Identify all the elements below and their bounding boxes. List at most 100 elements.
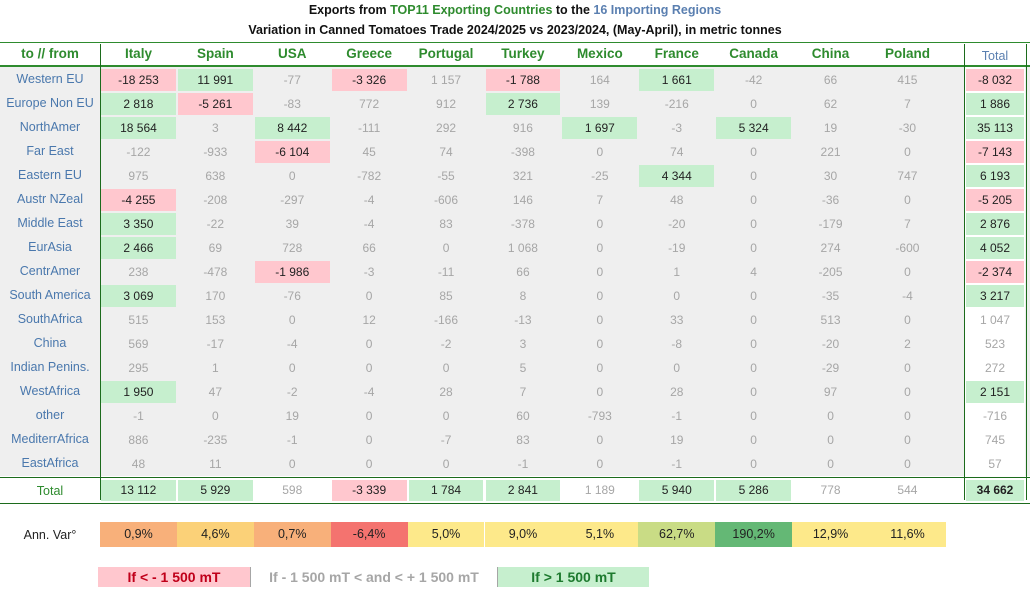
row-label: Far East [26, 144, 74, 158]
row-total: 35 113 [966, 117, 1024, 139]
table-cell: 2 736 [485, 93, 561, 115]
table-cell: 0 [596, 361, 604, 375]
table-cell: 0 [904, 457, 911, 471]
table-cell: 0 [288, 361, 296, 375]
table-cell: 728 [282, 241, 303, 255]
table-cell: 30 [823, 169, 838, 183]
row-total: 272 [984, 361, 1006, 375]
table-cell: 0 [596, 433, 604, 447]
table-cell: -1 [286, 433, 298, 447]
column-total: 1 784 [408, 480, 484, 501]
table-cell: 3 069 [101, 285, 176, 307]
table-cell: 97 [823, 385, 838, 399]
table-cell: -166 [434, 313, 459, 327]
table-cell: 45 [362, 145, 376, 159]
table-cell: -208 [203, 193, 228, 207]
table-cell: 513 [820, 313, 841, 327]
table-cell: 33 [670, 313, 684, 327]
column-total: 778 [820, 483, 841, 497]
annual-variation-cell: 4,6% [176, 522, 254, 547]
table-cell: 74 [439, 145, 453, 159]
table-cell: 83 [439, 217, 453, 231]
table-cell: -2 [440, 337, 452, 351]
table-cell: -7 [440, 433, 452, 447]
row-total: -7 143 [966, 141, 1024, 163]
table-cell: 0 [904, 433, 911, 447]
table-cell: 1 950 [101, 381, 176, 403]
table-cell: 0 [596, 313, 604, 327]
row-label: other [35, 408, 65, 422]
column-header-greece: Greece [346, 46, 393, 61]
column-total: 2 841 [485, 480, 561, 501]
legend-divider [250, 567, 251, 587]
table-cell: 2 466 [101, 237, 176, 259]
separator-right [1026, 44, 1027, 500]
table-cell: 321 [512, 169, 533, 183]
table-cell: 7 [904, 217, 911, 231]
table-cell: 7 [519, 385, 527, 399]
table-cell: 0 [288, 169, 296, 183]
table-cell: 83 [516, 433, 530, 447]
title-exporters: TOP11 Exporting Countries [390, 3, 553, 17]
table-cell: 8 [519, 289, 527, 303]
table-cell: -17 [206, 337, 224, 351]
row-total: 1 886 [966, 93, 1024, 115]
table-cell: -3 326 [331, 69, 407, 91]
table-cell: -4 [902, 289, 913, 303]
table-cell: 0 [904, 145, 911, 159]
separator-total [964, 44, 965, 500]
table-cell: 7 [596, 193, 604, 207]
table-cell: 62 [823, 97, 838, 111]
table-cell: 19 [285, 409, 299, 423]
legend-item: If < - 1 500 mT [98, 567, 250, 587]
table-cell: 295 [128, 361, 149, 375]
row-total: -716 [982, 409, 1008, 423]
header-top-line [0, 42, 1030, 43]
column-header-total: Total [981, 49, 1009, 63]
table-cell: 1 [211, 361, 219, 375]
row-label: EastAfrica [21, 456, 79, 470]
table-cell: 0 [750, 97, 757, 111]
row-total: 745 [984, 433, 1006, 447]
table-cell: 238 [128, 265, 149, 279]
table-cell: -1 [671, 457, 683, 471]
legend-item: If - 1 500 mT < and < + 1 500 mT [250, 567, 498, 587]
table-cell: 0 [827, 433, 834, 447]
table-cell: -19 [668, 241, 686, 255]
table-cell: -55 [437, 169, 455, 183]
table-cell: 0 [750, 289, 757, 303]
legend-item: If > 1 500 mT [498, 567, 649, 587]
table-cell: -4 [363, 385, 375, 399]
table-cell: 0 [365, 433, 373, 447]
table-cell: 0 [673, 361, 681, 375]
table-cell: 0 [750, 433, 757, 447]
table-cell: -2 [286, 385, 298, 399]
table-cell: -22 [206, 217, 224, 231]
table-cell: 0 [750, 385, 757, 399]
table-cell: 0 [596, 337, 604, 351]
table-cell: 0 [904, 409, 911, 423]
table-cell: 28 [439, 385, 453, 399]
title-prefix: Exports from [308, 3, 391, 17]
table-cell: 0 [827, 457, 834, 471]
table-cell: 18 564 [101, 117, 176, 139]
table-cell: 0 [904, 313, 911, 327]
annual-variation-cell: 12,9% [792, 522, 869, 547]
row-label: Europe Non EU [6, 96, 94, 110]
table-cell: 274 [820, 241, 841, 255]
table-cell: -76 [283, 289, 301, 303]
table-cell: 747 [897, 169, 918, 183]
row-label: Indian Penins. [10, 360, 90, 374]
table-cell: -793 [587, 409, 612, 423]
table-cell: -4 [363, 217, 375, 231]
row-label: Eastern EU [18, 168, 82, 182]
table-cell: -782 [357, 169, 382, 183]
row-label: Middle East [17, 216, 83, 230]
table-cell: 0 [750, 217, 757, 231]
table-cell: -20 [821, 337, 840, 351]
table-cell: -933 [203, 145, 228, 159]
table-cell: 48 [670, 193, 684, 207]
table-cell: 74 [670, 145, 684, 159]
table-cell: -11 [437, 265, 455, 279]
row-total: 3 217 [966, 285, 1024, 307]
